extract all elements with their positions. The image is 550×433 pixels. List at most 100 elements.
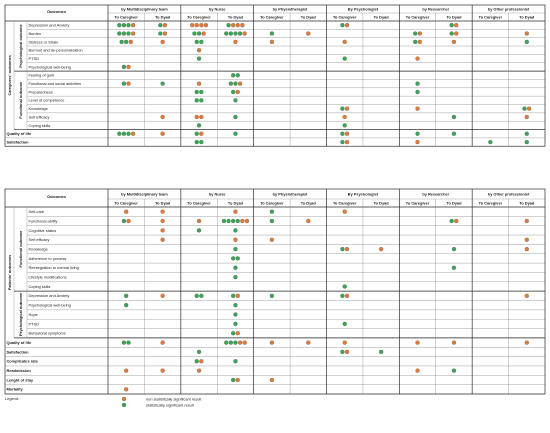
nonsignificant-result-dot	[237, 81, 243, 86]
row-label: Coping skills	[29, 284, 51, 289]
nonsignificant-result-dot	[415, 56, 420, 61]
subheader-dyad: To Dyad	[519, 14, 535, 19]
significant-result-dot	[124, 293, 129, 298]
significant-result-dot	[451, 131, 457, 136]
nonsignificant-result-dot	[454, 218, 459, 224]
row-label: Self efficacy	[29, 114, 50, 119]
nonsignificant-result-dot	[524, 246, 529, 252]
significant-result-dot	[226, 218, 231, 224]
significant-result-dot	[413, 39, 418, 44]
subheader-dyad: To Dyad	[519, 200, 535, 205]
significant-result-dot	[449, 23, 454, 28]
legend-item-text: statistically significant result	[146, 402, 195, 407]
nonsignificant-result-dot	[454, 23, 459, 28]
subheader-caregiver: To Caregiver	[187, 14, 211, 19]
significant-result-dot	[269, 31, 274, 36]
significant-result-dot	[231, 256, 236, 261]
significant-result-dot	[221, 218, 227, 224]
subheader-dyad: To Dyad	[301, 200, 317, 205]
nonsignificant-result-dot	[524, 293, 529, 298]
nonsignificant-result-dot	[190, 23, 195, 28]
significant-result-dot	[196, 31, 202, 36]
significant-result-dot	[379, 349, 384, 355]
provider-header: by Other professionist	[488, 191, 530, 196]
nonsignificant-result-dot	[242, 340, 247, 345]
row-label: Lenght of stay	[7, 377, 34, 382]
provider-header: by Nurse	[209, 191, 226, 196]
significant-result-dot	[194, 39, 199, 44]
nonsignificant-result-dot	[524, 114, 529, 120]
significant-result-dot	[126, 23, 131, 28]
nonsignificant-result-dot	[269, 237, 274, 242]
significant-result-dot	[233, 246, 238, 252]
significant-result-dot	[522, 106, 527, 111]
significant-result-dot	[449, 31, 454, 36]
nonsignificant-result-dot	[379, 246, 384, 252]
provider-header: by Multidisciplinary team	[121, 6, 168, 11]
subheader-caregiver: To Caregiver	[187, 200, 211, 205]
subheader-caregiver: To Caregiver	[260, 200, 284, 205]
significant-result-dot	[413, 31, 418, 36]
significant-result-dot	[194, 139, 199, 145]
significant-result-dot	[196, 123, 202, 128]
significant-result-dot	[199, 39, 204, 44]
nonsignificant-result-dot	[235, 23, 240, 28]
significant-result-dot	[340, 349, 345, 355]
significant-result-dot	[231, 218, 236, 224]
outcomes-header: Outcomes	[47, 194, 66, 199]
row-label: Readmission	[7, 368, 32, 373]
significant-result-dot	[126, 31, 131, 36]
nonsignificant-result-dot	[244, 218, 250, 224]
nonsignificant-result-dot	[344, 131, 350, 136]
subheader-caregiver: To Caregiver	[333, 200, 357, 205]
nonsignificant-result-dot	[160, 340, 165, 345]
significant-result-dot	[235, 218, 240, 224]
significant-result-dot	[342, 56, 347, 61]
subheader-dyad: To Dyad	[155, 200, 171, 205]
nonsignificant-result-dot	[160, 114, 165, 120]
significant-result-dot	[194, 89, 199, 95]
significant-result-dot	[158, 31, 163, 36]
significant-result-dot	[340, 23, 345, 28]
significant-result-dot	[117, 31, 122, 36]
significant-result-dot	[233, 81, 238, 86]
nonsignificant-result-dot	[130, 23, 136, 28]
nonsignificant-result-dot	[162, 31, 168, 36]
significant-result-dot	[233, 359, 238, 364]
significant-result-dot	[269, 293, 274, 298]
significant-result-dot	[231, 89, 236, 95]
nonsignificant-result-dot	[196, 368, 202, 373]
subheader-dyad: To Dyad	[374, 200, 390, 205]
significant-result-dot	[194, 98, 199, 103]
nonsignificant-result-dot	[417, 39, 422, 44]
significant-result-dot	[269, 209, 274, 214]
nonsignificant-result-dot	[415, 139, 420, 145]
row-label: Cognitive status	[29, 228, 57, 233]
significant-result-dot	[119, 39, 124, 44]
nonsignificant-result-dot	[199, 23, 204, 28]
row-label: Self-care	[29, 209, 45, 214]
significant-result-dot	[228, 31, 233, 36]
subheader-dyad: To Dyad	[446, 200, 462, 205]
subheader-caregiver: To Caregiver	[260, 14, 284, 19]
nonsignificant-result-dot	[269, 340, 274, 345]
nonsignificant-result-dot	[162, 23, 168, 28]
significant-result-dot	[342, 284, 347, 289]
significant-result-dot	[340, 106, 345, 111]
nonsignificant-result-dot	[194, 23, 199, 28]
row-label: Satisfaction	[7, 139, 30, 144]
provider-header: By Psychologist	[348, 6, 379, 11]
significant-result-dot	[196, 228, 202, 233]
section-label: Functional outcome	[18, 81, 23, 119]
significant-result-dot	[126, 131, 131, 136]
nonsignificant-result-dot	[417, 31, 422, 36]
nonsignificant-result-dot	[124, 387, 129, 392]
significant-result-dot	[121, 340, 127, 345]
nonsignificant-result-dot	[524, 340, 529, 345]
significant-result-dot	[121, 81, 127, 86]
significant-result-dot	[415, 81, 420, 86]
nonsignificant-result-dot	[160, 209, 165, 214]
significant-result-dot	[451, 265, 457, 270]
nonsignificant-result-dot	[344, 106, 350, 111]
